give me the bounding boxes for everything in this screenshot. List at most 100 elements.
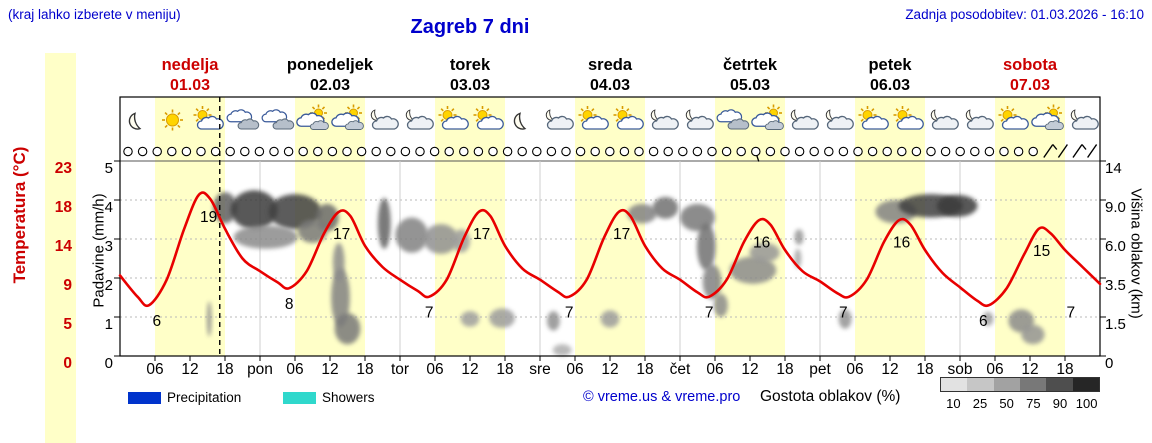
cloud-shape — [1071, 115, 1099, 130]
calm-wind-icon — [1013, 146, 1024, 157]
day-date-label: 04.03 — [590, 77, 630, 94]
moon-shape — [513, 112, 527, 130]
sun-ray — [311, 106, 316, 110]
cloud-blob — [552, 344, 572, 356]
calm-wind-icon — [619, 146, 630, 157]
sun-cloud-icon — [613, 106, 644, 130]
sun-icon — [162, 109, 183, 131]
x-day-label: čet — [670, 361, 691, 378]
cloud-shape — [371, 115, 399, 130]
wind-tail — [756, 155, 760, 162]
calm-wind-icon — [269, 146, 279, 157]
cloud-blob — [395, 217, 428, 253]
calm-wind-icon — [897, 146, 907, 157]
x-day-label: sre — [529, 361, 551, 378]
calm-wind-icon — [590, 146, 600, 157]
day-name-label: petek — [868, 56, 912, 74]
cloud-blob — [982, 311, 994, 326]
x-day-label: sob — [948, 361, 973, 378]
calm-wind-icon — [692, 146, 703, 157]
cloud-blob — [377, 198, 391, 249]
calm-wind-icon — [356, 146, 367, 157]
sun-ray — [321, 106, 326, 110]
day-name-label: torek — [450, 56, 491, 74]
cloud-shape — [861, 115, 889, 130]
cloud-shape — [616, 115, 644, 130]
cloud-shape — [1001, 115, 1029, 130]
temp-peak-label: 17 — [613, 226, 630, 243]
copyright-link[interactable]: © vreme.us & vreme.pro — [583, 389, 741, 405]
sun-ray — [1056, 106, 1061, 110]
x-tick-label: 06 — [706, 361, 723, 378]
cloud-blob — [489, 308, 515, 328]
x-tick-label: 18 — [356, 361, 373, 378]
temp-peak-label: 17 — [473, 226, 490, 243]
x-tick-label: 18 — [916, 361, 933, 378]
sun-ray — [1000, 118, 1004, 122]
calm-wind-icon — [605, 146, 615, 157]
wind-barb-flag — [1052, 144, 1058, 150]
cloud-blob — [423, 224, 459, 254]
moon-cloud-icon — [685, 109, 714, 130]
sun-ray — [591, 108, 595, 112]
cloud-shape — [651, 115, 679, 130]
density-tick-label: 75 — [1026, 396, 1041, 411]
temp-tick-label: 9 — [63, 277, 72, 294]
cloud-tick-label: 1.5 — [1105, 316, 1126, 333]
x-tick-label: 12 — [321, 361, 338, 378]
temp-low-label: 7 — [839, 305, 848, 322]
x-tick-label: 06 — [146, 361, 163, 378]
cloud-blob — [713, 293, 728, 317]
wind-barb-icon — [1043, 144, 1054, 158]
x-tick-label: 18 — [636, 361, 653, 378]
day-name-label: četrtek — [723, 56, 778, 74]
cloud-shape — [727, 118, 750, 130]
cloud-blob — [696, 223, 716, 271]
density-gradient-segment — [1072, 378, 1099, 391]
clouds-icon — [261, 109, 295, 130]
calm-wind-icon — [955, 146, 965, 157]
x-day-label: pon — [247, 361, 273, 378]
calm-wind-icon — [911, 146, 922, 157]
temp-peak-label: 19 — [200, 209, 217, 226]
x-tick-label: 12 — [1021, 361, 1038, 378]
x-day-label: pet — [809, 361, 831, 378]
precip-tick-label: 2 — [105, 277, 113, 294]
sun-ray — [895, 108, 899, 112]
sun-ray — [1011, 108, 1015, 112]
density-gradient-segment — [967, 378, 994, 391]
calm-wind-icon — [123, 146, 133, 157]
day-date-label: 07.03 — [1010, 77, 1050, 94]
wind-barb-flag — [1081, 144, 1087, 150]
calm-wind-icon — [254, 146, 265, 157]
sun-cloud-icon — [578, 106, 609, 130]
temp-peak-label: 16 — [753, 234, 770, 251]
cloud-tick-label: 14 — [1105, 160, 1122, 177]
density-gradient-segment — [1019, 378, 1047, 391]
cloud-tick-label: 0 — [1105, 355, 1113, 372]
sun-ray — [451, 108, 455, 112]
calm-wind-icon — [400, 146, 411, 157]
cloud-blob — [627, 203, 657, 224]
calm-wind-icon — [152, 146, 162, 157]
clouds-icon — [226, 109, 260, 130]
sun-cloud-icon — [438, 106, 469, 130]
calm-wind-icon — [970, 146, 980, 157]
x-tick-label: 12 — [181, 361, 198, 378]
cloud-blob — [332, 242, 345, 282]
sun-ray — [164, 124, 168, 128]
calm-wind-icon — [386, 146, 396, 157]
x-tick-label: 12 — [601, 361, 618, 378]
calm-wind-icon — [736, 146, 746, 157]
calm-wind-icon — [853, 146, 863, 157]
calm-wind-icon — [298, 146, 308, 157]
x-tick-label: 18 — [1056, 361, 1073, 378]
calm-wind-icon — [561, 146, 571, 157]
temp-peak-label: 16 — [893, 234, 910, 251]
x-tick-label: 18 — [496, 361, 513, 378]
daylight-band — [155, 97, 225, 356]
calm-wind-icon — [313, 146, 323, 157]
sun-ray — [895, 118, 899, 122]
temp-low-label: 7 — [1067, 305, 1076, 322]
